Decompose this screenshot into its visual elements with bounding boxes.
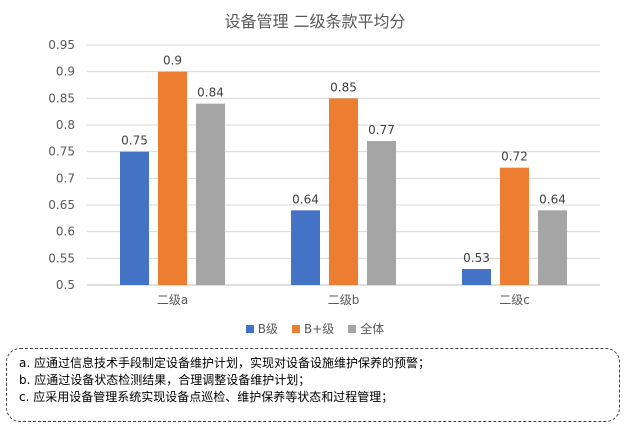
bar xyxy=(538,210,567,285)
y-tick-label: 0.55 xyxy=(48,251,75,265)
y-tick-label: 0.95 xyxy=(48,38,75,52)
legend-label-b: B级 xyxy=(257,322,278,336)
data-label: 0.53 xyxy=(463,251,490,265)
y-tick-label: 0.5 xyxy=(56,278,75,292)
legend-item-overall: 全体 xyxy=(348,320,384,337)
data-label: 0.84 xyxy=(197,86,224,100)
data-label: 0.64 xyxy=(292,192,319,206)
notes-box: a. 应通过信息技术手段制定设备维护计划，实现对设备设施维护保养的预警； b. … xyxy=(6,348,620,422)
bar-chart: 0.5 0.55 0.6 0.65 0.7 0.75 0.8 0.85 0.9 0.95 0.75 0… xyxy=(48,38,600,307)
bar xyxy=(500,167,529,285)
data-label: 0.72 xyxy=(501,150,528,164)
bar xyxy=(291,210,320,285)
legend-label-b-plus: B+级 xyxy=(303,322,335,336)
legend-swatch-b-plus xyxy=(291,324,300,333)
bar xyxy=(120,151,149,285)
x-tick-label: 二级b xyxy=(328,293,360,307)
y-tick-label: 0.8 xyxy=(56,118,75,132)
bar xyxy=(158,71,187,286)
x-tick-label: 二级a xyxy=(157,293,188,307)
note-b: b. 应通过设备状态检测结果，合理调整设备维护计划； xyxy=(19,373,311,387)
bar xyxy=(462,269,491,285)
data-label: 0.64 xyxy=(539,192,566,206)
legend-swatch-overall xyxy=(348,324,357,333)
data-label: 0.75 xyxy=(121,134,148,148)
legend-item-b-plus: B+级 xyxy=(291,320,335,337)
chart-title: 设备管理 二级条款平均分 xyxy=(224,12,406,31)
bar xyxy=(367,141,396,285)
legend-swatch-b xyxy=(245,324,254,333)
y-tick-label: 0.85 xyxy=(48,91,75,105)
legend-item-b: B级 xyxy=(245,320,278,337)
y-tick-label: 0.7 xyxy=(56,171,75,185)
y-tick-label: 0.65 xyxy=(48,198,75,212)
data-label: 0.85 xyxy=(330,80,357,94)
note-a: a. 应通过信息技术手段制定设备维护计划，实现对设备设施维护保养的预警； xyxy=(19,356,430,370)
legend-label-overall: 全体 xyxy=(360,322,385,336)
data-label: 0.77 xyxy=(368,123,395,137)
y-tick-label: 0.9 xyxy=(56,65,75,79)
chart-legend: B级 B+级 全体 xyxy=(0,320,630,337)
bar xyxy=(196,103,225,286)
x-tick-label: 二级c xyxy=(499,293,530,307)
bar xyxy=(329,98,358,285)
note-c: c. 应采用设备管理系统实现设备点巡检、维护保养等状态和过程管理； xyxy=(19,390,394,404)
data-label: 0.9 xyxy=(163,54,182,68)
y-tick-label: 0.6 xyxy=(56,225,75,239)
y-tick-label: 0.75 xyxy=(48,145,75,159)
